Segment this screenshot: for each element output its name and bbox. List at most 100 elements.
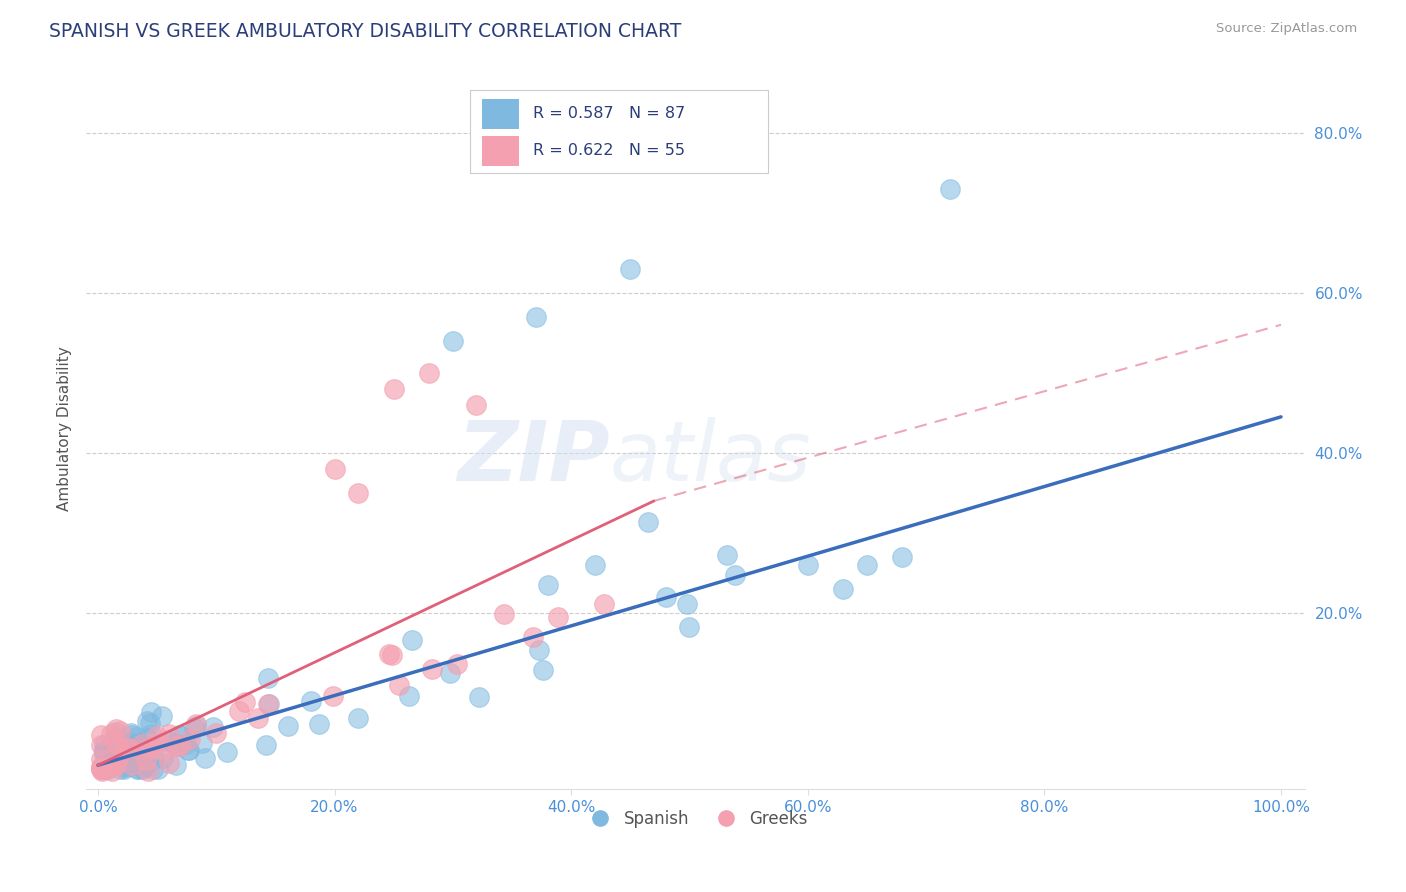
Point [467,690,489,704]
Point [637,515,659,529]
Point [157,733,180,747]
Point [136,714,159,728]
Point [537,578,560,592]
Point [100,726,122,740]
Point [90,764,112,778]
Point [856,558,879,572]
Point [150,709,173,723]
Point [90,752,112,766]
Point [382,382,405,396]
Point [121,757,143,772]
FancyBboxPatch shape [470,90,769,173]
Point [128,762,150,776]
Point [107,751,129,765]
Point [522,630,544,644]
Point [121,728,143,742]
Point [308,716,330,731]
Point [103,752,125,766]
Point [131,738,153,752]
Point [527,643,550,657]
Point [100,759,122,773]
Point [388,678,411,692]
Point [593,597,616,611]
Text: atlas: atlas [610,417,811,499]
Point [143,752,166,766]
Point [115,741,138,756]
Point [167,728,190,742]
Point [125,753,148,767]
Point [90,760,112,774]
Point [183,721,205,735]
Point [157,756,180,770]
Point [277,719,299,733]
Point [125,730,148,744]
Point [254,738,277,752]
Point [118,741,141,756]
Point [135,753,157,767]
Point [152,750,174,764]
Point [418,366,440,380]
Point [148,762,170,776]
Point [98,759,121,773]
Point [90,760,112,774]
Point [347,486,370,500]
Point [678,620,700,634]
Text: ZIP: ZIP [457,417,610,499]
Point [347,711,370,725]
Point [186,719,208,733]
Point [179,742,201,756]
Point [257,672,280,686]
Point [179,732,201,747]
Point [228,704,250,718]
Point [492,607,515,622]
Point [148,736,170,750]
Point [105,757,128,772]
Bar [482,136,519,166]
Text: Source: ZipAtlas.com: Source: ZipAtlas.com [1216,22,1357,36]
Point [619,261,641,276]
Point [105,723,128,737]
Point [142,762,165,776]
Bar [482,99,519,129]
Point [246,711,269,725]
Point [129,748,152,763]
Point [90,738,112,752]
Point [93,747,115,762]
Point [139,716,162,731]
Point [90,728,112,742]
Point [104,736,127,750]
Point [132,738,155,752]
Point [177,743,200,757]
Point [93,744,115,758]
Point [381,648,404,662]
Point [157,727,180,741]
Point [724,567,747,582]
Point [169,739,191,754]
Point [120,735,142,749]
Text: R = 0.622   N = 55: R = 0.622 N = 55 [533,144,685,158]
Point [322,689,344,703]
Point [165,758,187,772]
Point [938,181,960,195]
Point [120,725,142,739]
Point [163,736,186,750]
Point [583,558,606,572]
Point [108,740,131,755]
Point [101,739,124,753]
Point [125,737,148,751]
Point [184,717,207,731]
Point [104,724,127,739]
Point [108,724,131,739]
Point [891,549,914,564]
Point [112,762,135,776]
Point [127,762,149,776]
Point [135,758,157,772]
Point [398,690,420,704]
Point [257,697,280,711]
Point [90,762,112,776]
Legend: Spanish, Greeks: Spanish, Greeks [576,804,814,835]
Point [94,762,117,776]
Point [401,632,423,647]
Point [138,764,160,778]
Point [108,762,131,776]
